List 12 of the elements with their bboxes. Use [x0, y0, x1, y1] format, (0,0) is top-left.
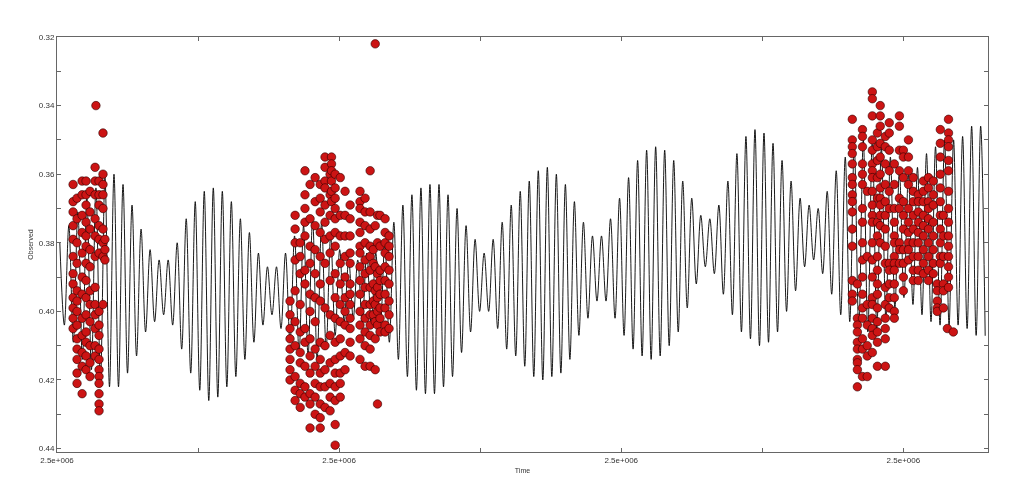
- y-tick-label: 0.44: [38, 444, 55, 454]
- y-tick-label: 0.34: [38, 101, 55, 111]
- y-tick-label: 0.36: [38, 169, 55, 179]
- y-tick-label: 0.42: [38, 375, 55, 385]
- line-series: [59, 125, 986, 401]
- x-tick-label: 2.5e+006: [604, 455, 639, 465]
- x-tick-label: 2.5e+006: [40, 455, 75, 465]
- y-tick-label: 0.38: [38, 238, 55, 248]
- x-tick-label: 2.5e+006: [322, 455, 357, 465]
- y-tick-label: 0.40: [38, 307, 55, 317]
- y-tick-label: 0.32: [38, 32, 55, 42]
- x-tick-label: 2.5e+006: [886, 455, 921, 465]
